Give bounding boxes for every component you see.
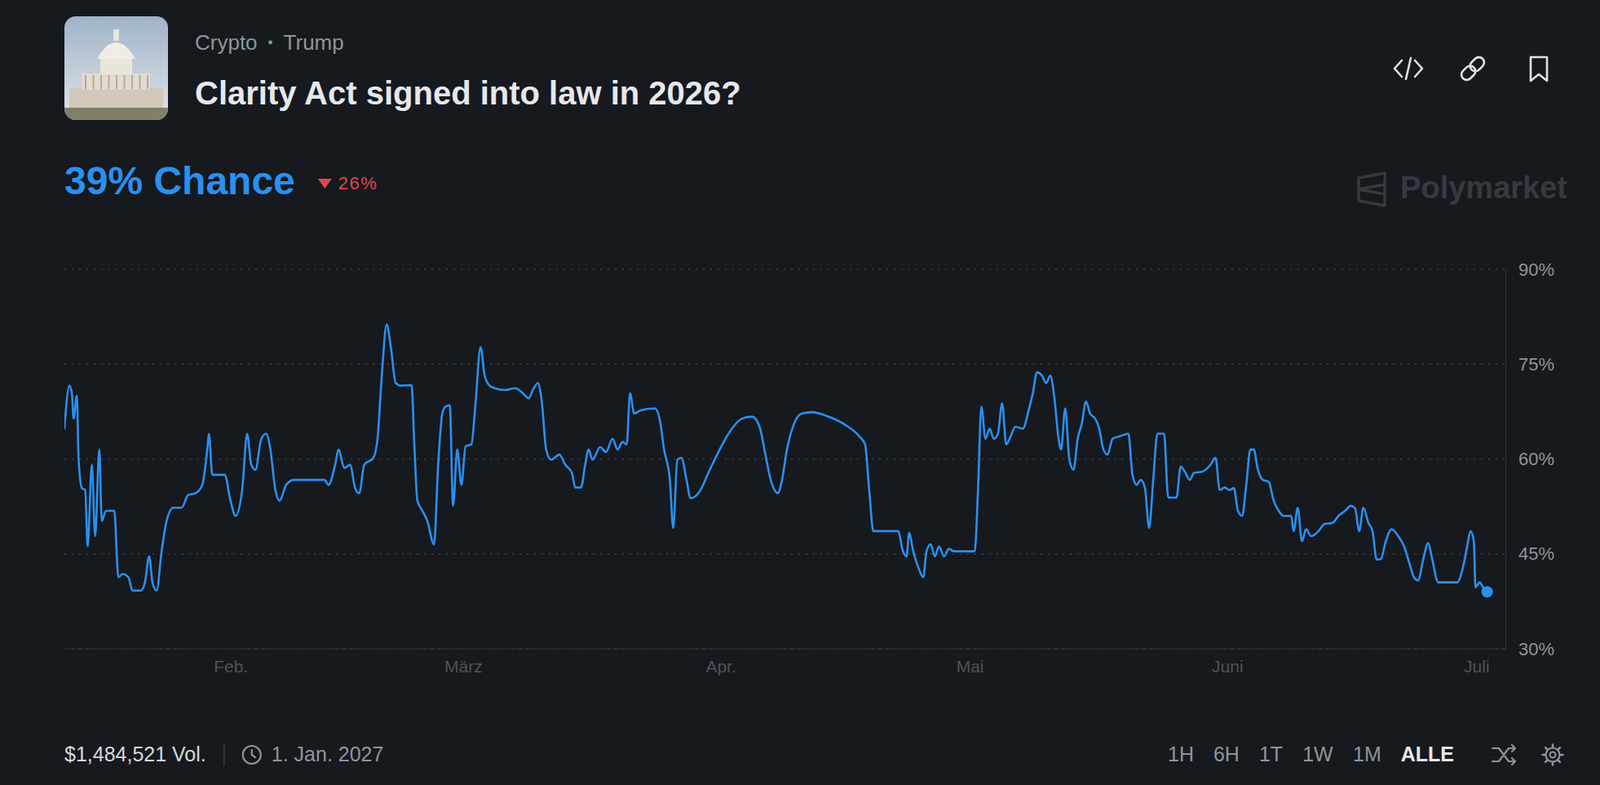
bookmark-icon[interactable] — [1530, 57, 1547, 81]
y-tick: 75% — [1505, 353, 1555, 375]
icon-column — [108, 75, 111, 89]
range-button[interactable]: 1T — [1259, 742, 1283, 765]
link-icon[interactable] — [1467, 54, 1487, 74]
end-date: 1. Jan. 2027 — [271, 742, 385, 765]
grid-line — [64, 268, 1506, 270]
icon-column — [84, 75, 87, 89]
y-tick-label: 45% — [1518, 543, 1555, 564]
gear-tooth[interactable] — [1551, 744, 1555, 748]
y-tick: 45% — [1505, 543, 1555, 564]
range-button[interactable]: 1H — [1167, 742, 1194, 765]
grid-line — [64, 552, 1506, 555]
background — [0, 0, 1600, 785]
shuffle-icon[interactable] — [1492, 744, 1516, 765]
y-axis-line — [1505, 269, 1507, 650]
clock-hands — [251, 749, 256, 757]
gear-tooth[interactable] — [1551, 761, 1555, 765]
icon-sky — [64, 16, 168, 120]
clock-icon — [243, 745, 261, 764]
grid — [64, 269, 1506, 649]
gear-tooth[interactable] — [1560, 753, 1564, 756]
brand-logo-shape — [1358, 172, 1385, 206]
x-tick: Apr. — [705, 648, 736, 676]
icon-column — [115, 75, 118, 89]
grid-line — [64, 363, 1506, 366]
embed-button[interactable] — [1394, 57, 1423, 80]
x-tick-label: Juni — [1211, 656, 1244, 676]
grid-line — [64, 647, 1506, 650]
x-tick-label: Mai — [956, 656, 985, 676]
y-tick-label: 75% — [1518, 353, 1555, 375]
gear-tooth[interactable] — [1557, 746, 1560, 749]
shuffle-button[interactable] — [1492, 744, 1516, 765]
chart-root: Crypto Trump Clarity Act signed into law i… — [0, 0, 1600, 785]
change-arrow — [318, 178, 332, 189]
y-tick-label: 60% — [1518, 448, 1555, 469]
change-value: 26% — [338, 172, 379, 194]
x-tick: März — [444, 648, 483, 676]
clock-face — [243, 745, 261, 764]
range-button[interactable]: 1W — [1302, 742, 1334, 765]
icon-base — [69, 88, 164, 110]
chart-container: Crypto Trump Clarity Act signed into law i… — [0, 0, 1600, 785]
brand-watermark: Polymarket — [1400, 170, 1568, 205]
gear-tooth[interactable] — [1545, 759, 1547, 761]
gear-hub[interactable] — [1550, 751, 1556, 758]
last-point — [1481, 585, 1494, 597]
gear-tooth[interactable] — [1557, 759, 1560, 761]
category-tag[interactable]: Crypto — [194, 30, 258, 55]
x-tick: Feb. — [213, 648, 248, 676]
link-button[interactable] — [1458, 54, 1486, 82]
icon-ground — [64, 107, 168, 120]
link-icon[interactable] — [1458, 63, 1478, 83]
plot-area — [64, 323, 1494, 597]
settings-button[interactable] — [1542, 744, 1564, 765]
price-line — [64, 323, 1488, 592]
icon-column — [139, 75, 142, 89]
brand-logo — [1358, 172, 1385, 206]
x-axis-line — [65, 648, 1507, 650]
x-tick-label: Feb. — [213, 656, 248, 676]
icon-column — [100, 75, 102, 89]
tag-separator — [268, 40, 273, 45]
x-axis: Feb. März Apr. Mai Juni Juli — [65, 648, 1507, 676]
icon-column — [131, 75, 133, 89]
footer-separator — [223, 743, 226, 766]
icon-column — [92, 75, 95, 89]
market-icon — [64, 16, 168, 120]
embed-icon[interactable] — [1394, 57, 1423, 80]
y-tick-label: 30% — [1518, 638, 1555, 659]
x-tick: Mai — [956, 648, 985, 676]
y-tick: 60% — [1505, 448, 1555, 469]
range-button[interactable]: ALLE — [1401, 742, 1455, 765]
gear-tooth[interactable] — [1545, 746, 1547, 749]
range-button[interactable]: 6H — [1213, 742, 1240, 765]
icon-column — [146, 75, 149, 89]
bookmark-button[interactable] — [1530, 57, 1547, 81]
y-tick-label: 90% — [1518, 259, 1555, 280]
headline-chance: 39% Chance — [64, 159, 296, 203]
category-tag[interactable]: Trump — [283, 30, 345, 55]
range-button[interactable]: 1M — [1352, 742, 1382, 765]
gear-ring[interactable] — [1546, 747, 1561, 762]
x-tick: Juli — [1463, 648, 1490, 676]
x-tick-label: Juli — [1463, 656, 1490, 676]
volume: $1,484,521 Vol. — [64, 742, 207, 765]
icon-column — [123, 75, 126, 89]
icon-dome — [97, 42, 136, 59]
icon-lantern — [113, 29, 120, 41]
x-tick-label: März — [444, 656, 483, 676]
x-tick-label: Apr. — [705, 656, 736, 676]
icon-drum — [100, 57, 133, 75]
x-tick: Juni — [1211, 648, 1244, 676]
gear-tooth[interactable] — [1542, 753, 1547, 756]
chart-title: Clarity Act signed into law in 2026? — [194, 75, 742, 111]
y-tick: 30% — [1505, 638, 1555, 659]
y-tick: 90% — [1505, 259, 1555, 280]
y-axis: 30% 45% 60% 75% 90% — [1505, 259, 1555, 659]
icon-portico — [82, 73, 151, 90]
